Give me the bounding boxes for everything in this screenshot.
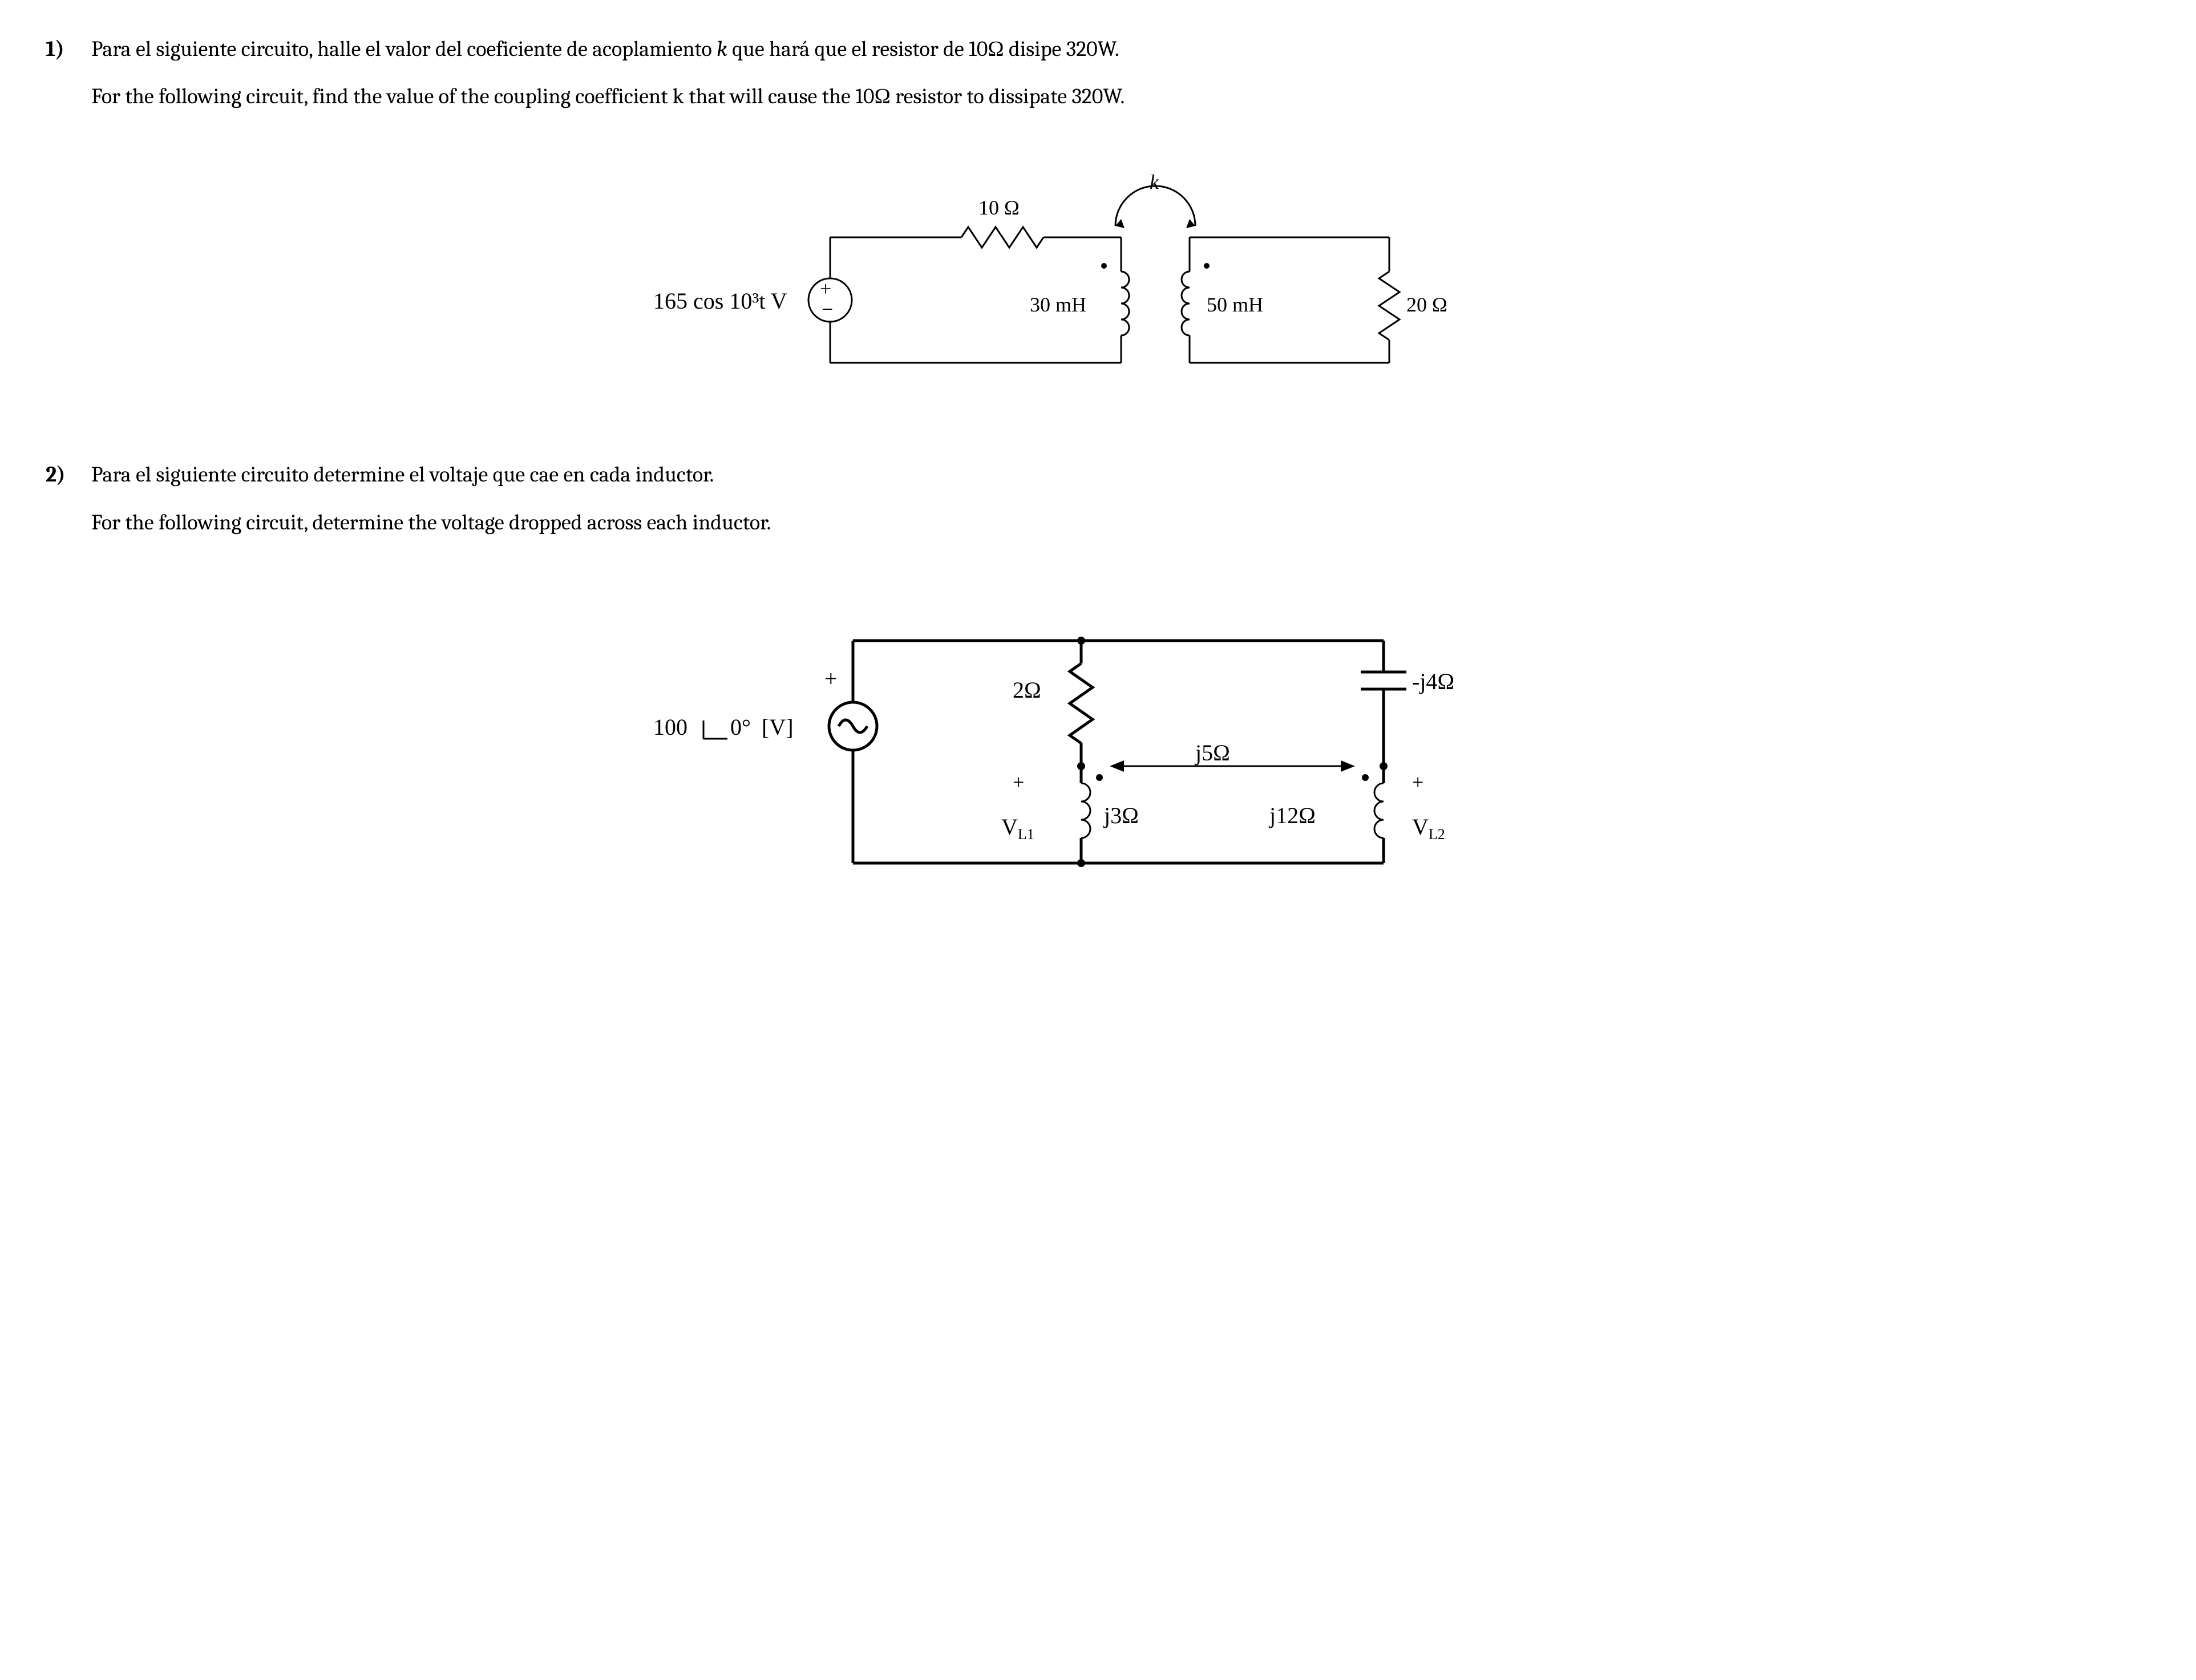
dot-L1 [1101, 263, 1107, 269]
j3-label: j3Ω [1103, 803, 1139, 828]
problem-2-row: 2) Para el siguiente circuito determine … [46, 460, 2150, 554]
j5-label: j5Ω [1194, 740, 1230, 766]
src2-plus: + [824, 666, 838, 691]
src2-label: 100 [653, 714, 687, 740]
problem-1-es: Para el siguiente circuito, halle el val… [91, 34, 2150, 64]
circuit-1: + − 165 cos 10³t V 10 Ω 30 mH k [642, 152, 1555, 414]
p1-es-part2: que hará que el resistor de 10Ω disipe 3… [732, 37, 1119, 62]
src2-unit: [V] [762, 714, 794, 740]
src-plus: + [820, 277, 831, 300]
r10-label: 10 Ω [978, 196, 1020, 219]
problem-1-text: Para el siguiente circuito, halle el val… [91, 34, 2150, 129]
k-label: k [1150, 171, 1159, 193]
problem-1-row: 1) Para el siguiente circuito, halle el … [46, 34, 2150, 129]
vl1-label: VL1 [1001, 814, 1034, 843]
dot2-L1 [1096, 774, 1103, 781]
vl2-label: VL2 [1412, 814, 1445, 843]
cap-label: -j4Ω [1412, 669, 1454, 694]
problem-1: 1) Para el siguiente circuito, halle el … [46, 34, 2150, 414]
src2-angle: 0° [730, 714, 751, 740]
r20-label: 20 Ω [1406, 293, 1447, 316]
src-minus: − [822, 298, 833, 321]
problem-2-en: For the following circuit, determine the… [91, 508, 2150, 538]
dot2-L2 [1362, 774, 1369, 781]
p1-es-part1: Para el siguiente circuito, halle el val… [91, 37, 712, 62]
L1-label: 30 mH [1030, 293, 1086, 316]
problem-2-text: Para el siguiente circuito determine el … [91, 460, 2150, 554]
j12-label: j12Ω [1268, 803, 1316, 828]
problem-2-es: Para el siguiente circuito determine el … [91, 460, 2150, 490]
problem-1-number: 1) [46, 34, 91, 64]
vl1-plus: + [1013, 771, 1024, 794]
circuit-2-wrap: + 100 0° [V] 2Ω [46, 578, 2150, 897]
L2-label: 50 mH [1207, 293, 1263, 316]
circuit-1-wrap: + − 165 cos 10³t V 10 Ω 30 mH k [46, 152, 2150, 414]
problem-2-number: 2) [46, 460, 91, 490]
problem-2: 2) Para el siguiente circuito determine … [46, 460, 2150, 897]
circuit-2: + 100 0° [V] 2Ω [613, 578, 1583, 897]
r2-label: 2Ω [1013, 677, 1041, 703]
p1-var-k: k [717, 37, 727, 62]
src-label: 165 cos 10³t V [653, 288, 787, 314]
problem-1-en: For the following circuit, find the valu… [91, 82, 2150, 112]
vl2-plus: + [1412, 771, 1423, 794]
dot-L2 [1204, 263, 1210, 269]
